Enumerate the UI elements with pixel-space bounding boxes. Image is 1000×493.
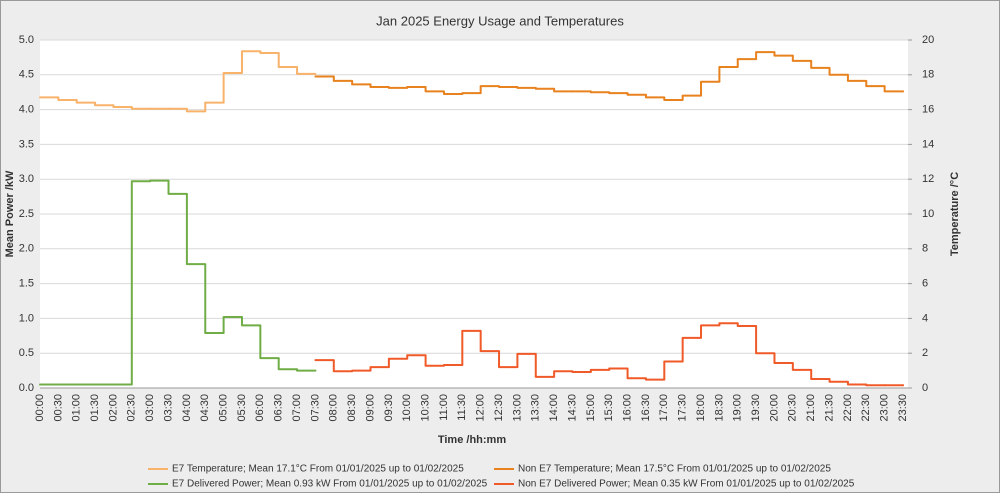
x-tick-label: 18:30 [713,394,725,422]
y2-tick-label: 16 [922,104,934,116]
x-tick-label: 10:00 [401,394,413,422]
x-tick-label: 20:30 [787,394,799,422]
x-tick-label: 14:30 [566,394,578,422]
x-tick-label: 21:00 [805,394,817,422]
y-tick-label: 5.0 [19,34,34,46]
x-tick-label: 04:30 [199,394,211,422]
x-tick-label: 18:00 [695,394,707,422]
x-tick-label: 15:30 [603,394,615,422]
x-tick-label: 19:30 [750,394,762,422]
y2-tick-label: 4 [922,312,928,324]
legend-label: E7 Delivered Power; Mean 0.93 kW From 01… [172,479,488,490]
x-tick-label: 11:30 [456,394,468,421]
y-axis-title: Mean Power /kW [4,170,16,257]
x-tick-label: 04:00 [181,394,193,422]
legend-label: Non E7 Delivered Power; Mean 0.35 kW Fro… [518,479,855,490]
y-tick-label: 1.5 [19,278,34,290]
y-tick-label: 3.5 [19,138,34,150]
x-tick-label: 12:00 [475,394,487,422]
x-tick-label: 20:00 [768,394,780,422]
x-tick-label: 07:00 [291,394,303,422]
x-tick-label: 02:30 [126,394,138,422]
x-tick-label: 03:00 [144,394,156,422]
x-tick-label: 17:30 [677,394,689,422]
x-tick-label: 14:00 [548,394,560,422]
legend-label: E7 Temperature; Mean 17.1°C From 01/01/2… [172,464,464,475]
x-tick-label: 11:00 [438,394,450,421]
y-tick-label: 0.0 [19,382,34,394]
x-tick-label: 23:30 [897,394,909,422]
x-tick-label: 16:00 [621,394,633,422]
chart-title: Jan 2025 Energy Usage and Temperatures [376,13,624,28]
y2-tick-label: 14 [922,138,934,150]
x-tick-label: 08:00 [328,394,340,422]
x-tick-label: 07:30 [309,394,321,422]
y-tick-label: 2.0 [19,243,34,255]
x-tick-label: 09:00 [364,394,376,422]
legend-label: Non E7 Temperature; Mean 17.5°C From 01/… [518,464,831,475]
x-tick-label: 22:00 [842,394,854,422]
x-tick-label: 01:00 [71,394,83,422]
y2-tick-label: 6 [922,278,928,290]
x-tick-label: 06:00 [254,394,266,422]
x-tick-label: 02:00 [107,394,119,422]
x-tick-label: 16:30 [640,394,652,422]
y2-tick-label: 12 [922,173,934,185]
x-tick-label: 05:00 [218,394,230,422]
x-tick-label: 21:30 [823,394,835,422]
x-tick-label: 23:00 [879,394,891,422]
x-tick-label: 06:30 [273,394,285,422]
x-axis-title: Time /hh:mm [438,434,506,446]
y-tick-label: 4.0 [19,104,34,116]
x-tick-label: 15:00 [585,394,597,422]
x-tick-label: 05:30 [236,394,248,422]
y-tick-label: 3.0 [19,173,34,185]
x-tick-label: 10:30 [420,394,432,422]
y-tick-label: 4.5 [19,69,34,81]
y2-tick-label: 10 [922,208,934,220]
x-tick-label: 09:30 [383,394,395,422]
y-tick-label: 0.5 [19,347,34,359]
y2-axis-title: Temperature /°C [949,172,961,256]
x-tick-label: 12:30 [493,394,505,422]
y2-tick-label: 2 [922,347,928,359]
x-tick-label: 00:00 [34,394,46,422]
x-tick-label: 00:30 [52,394,64,422]
y-tick-label: 2.5 [19,208,34,220]
y2-tick-label: 0 [922,382,928,394]
y2-tick-label: 20 [922,34,934,46]
x-tick-label: 01:30 [89,394,101,422]
x-tick-label: 17:00 [658,394,670,422]
x-tick-label: 08:30 [346,394,358,422]
x-tick-label: 19:00 [732,394,744,422]
x-tick-label: 22:30 [860,394,872,422]
x-tick-label: 13:00 [511,394,523,422]
y2-tick-label: 8 [922,243,928,255]
x-tick-label: 03:30 [162,394,174,422]
x-tick-label: 13:30 [530,394,542,422]
y2-tick-label: 18 [922,69,934,81]
y-tick-label: 1.0 [19,312,34,324]
